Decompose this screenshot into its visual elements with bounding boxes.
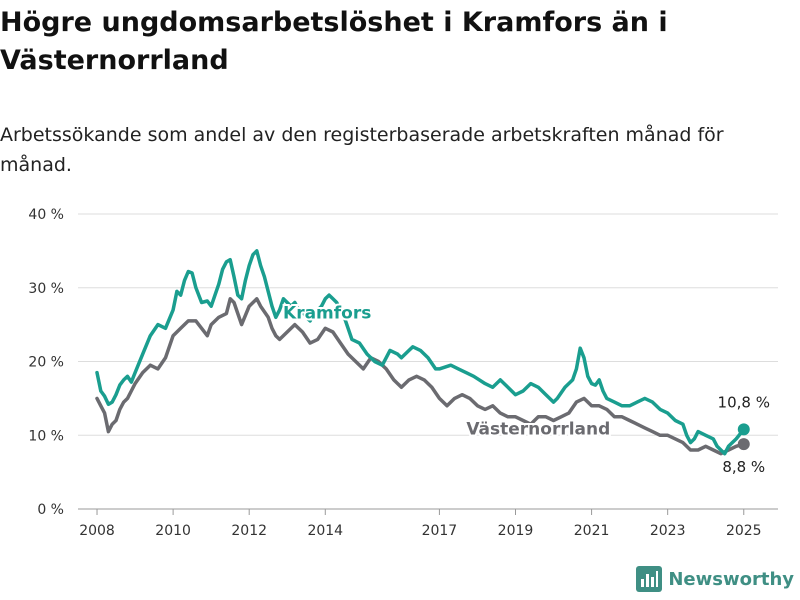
series-line-v-sternorrland xyxy=(95,297,746,456)
x-tick-label: 2014 xyxy=(307,523,343,539)
y-axis: 0 % 10 % 20 % 30 % 40 % xyxy=(28,207,64,518)
chart-title: Högre ungdomsarbetslöshet i Kramfors än … xyxy=(0,7,668,76)
x-axis: 2008 2010 2012 2014 2017 2019 2021 2023 2025 xyxy=(79,509,762,539)
y-tick-label: 10 % xyxy=(28,428,64,444)
gridlines xyxy=(78,213,778,510)
chart-subtitle: Arbetssökande som andel av den registerb… xyxy=(0,124,724,176)
y-tick-label: 40 % xyxy=(28,207,64,223)
x-tick-label: 2008 xyxy=(79,523,115,539)
end-value-kramfors: 10,8 % xyxy=(718,393,770,411)
x-tick-label: 2010 xyxy=(155,523,191,539)
series-label-vasternorrland: Västernorrland xyxy=(466,420,610,440)
end-value-vasternorrland: 8,8 % xyxy=(722,458,765,476)
y-tick-label: 30 % xyxy=(28,281,64,297)
series-line-kramfors xyxy=(95,249,746,456)
x-tick-label: 2019 xyxy=(498,523,534,539)
x-tick-label: 2017 xyxy=(422,523,458,539)
x-tick-label: 2021 xyxy=(574,523,610,539)
end-point-kramfors xyxy=(737,423,750,436)
series-labels: Kramfors Västernorrland 10,8 % 8,8 % xyxy=(281,302,770,476)
end-point-v-sternorrland xyxy=(737,438,750,451)
bar-chart-logo-icon xyxy=(636,566,663,592)
y-tick-label: 20 % xyxy=(28,355,64,371)
brand-logo[interactable]: Newsworthy xyxy=(636,566,794,592)
x-tick-label: 2012 xyxy=(231,523,267,539)
brand-name: Newsworthy xyxy=(668,568,794,590)
x-tick-label: 2025 xyxy=(726,523,762,539)
series-lines xyxy=(95,249,750,456)
y-tick-label: 0 % xyxy=(37,502,64,518)
series-label-kramfors: Kramfors xyxy=(283,304,371,324)
x-tick-label: 2023 xyxy=(650,523,686,539)
